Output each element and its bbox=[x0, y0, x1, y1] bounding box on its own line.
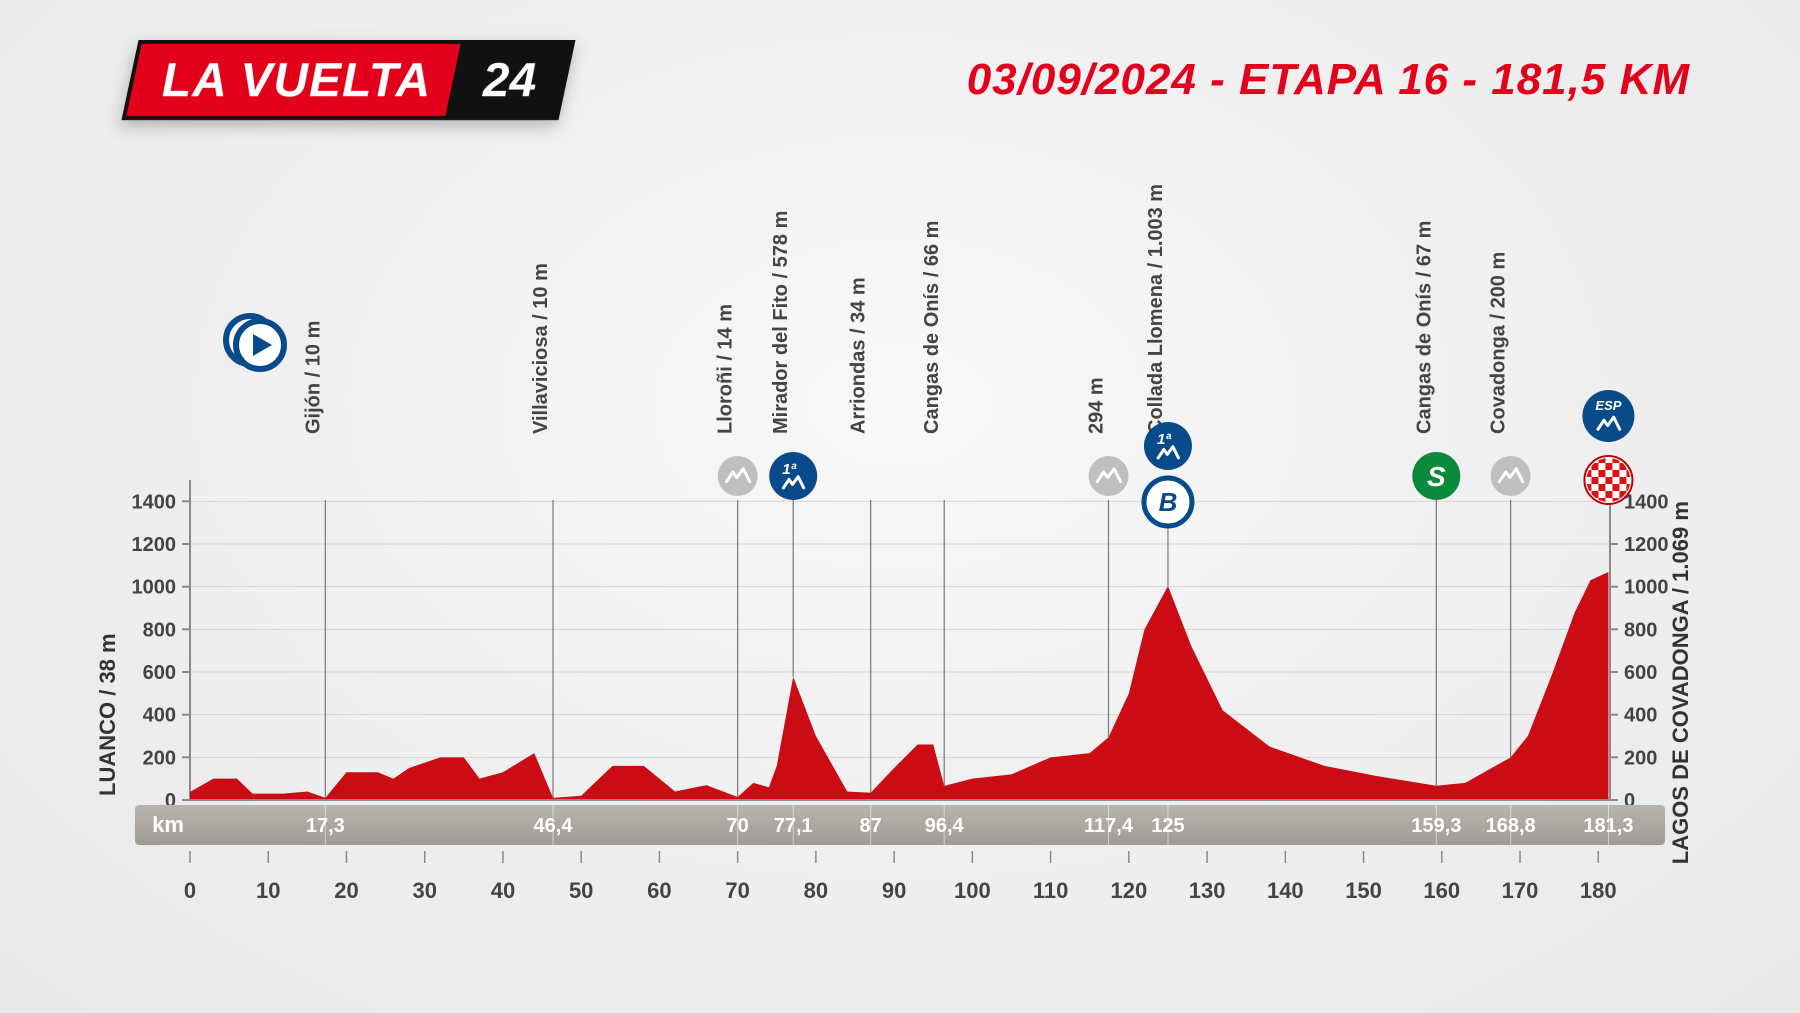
svg-text:181,3: 181,3 bbox=[1583, 815, 1633, 837]
svg-text:Villaviciosa / 10 m: Villaviciosa / 10 m bbox=[530, 263, 552, 434]
svg-text:Mirador del Fito / 578 m: Mirador del Fito / 578 m bbox=[770, 211, 792, 434]
svg-text:Collada Llomena / 1.003 m: Collada Llomena / 1.003 m bbox=[1145, 184, 1167, 434]
logo-left: LA VUELTA bbox=[121, 40, 461, 120]
svg-text:Lloroñi / 14 m: Lloroñi / 14 m bbox=[715, 304, 737, 434]
logo-right: 24 bbox=[445, 40, 575, 120]
svg-text:70: 70 bbox=[727, 815, 749, 837]
svg-text:LAGOS DE COVADONGA / 1.069 m: LAGOS DE COVADONGA / 1.069 m bbox=[1668, 501, 1693, 864]
elevation-chart: 0020020040040060060080080010001000120012… bbox=[90, 180, 1710, 953]
svg-text:20: 20 bbox=[334, 878, 358, 903]
svg-text:125: 125 bbox=[1151, 815, 1184, 837]
svg-text:77,1: 77,1 bbox=[774, 815, 813, 837]
svg-text:117,4: 117,4 bbox=[1084, 815, 1134, 837]
svg-text:30: 30 bbox=[412, 878, 436, 903]
svg-text:46,4: 46,4 bbox=[534, 815, 574, 837]
svg-text:1ª: 1ª bbox=[1157, 431, 1171, 448]
logo-right-text: 24 bbox=[483, 53, 536, 108]
svg-text:600: 600 bbox=[143, 662, 176, 684]
svg-text:Cangas de Onís / 67 m: Cangas de Onís / 67 m bbox=[1413, 221, 1435, 434]
svg-text:0: 0 bbox=[184, 878, 196, 903]
svg-text:100: 100 bbox=[954, 878, 991, 903]
svg-text:800: 800 bbox=[1624, 619, 1657, 641]
svg-text:140: 140 bbox=[1267, 878, 1304, 903]
svg-text:160: 160 bbox=[1423, 878, 1460, 903]
svg-text:70: 70 bbox=[725, 878, 749, 903]
svg-text:50: 50 bbox=[569, 878, 593, 903]
svg-text:km: km bbox=[152, 812, 184, 837]
svg-text:40: 40 bbox=[491, 878, 515, 903]
svg-text:110: 110 bbox=[1033, 878, 1069, 903]
svg-text:1400: 1400 bbox=[132, 491, 177, 513]
svg-text:80: 80 bbox=[804, 878, 828, 903]
svg-text:60: 60 bbox=[647, 878, 671, 903]
svg-text:B: B bbox=[1159, 487, 1178, 517]
svg-text:1ª: 1ª bbox=[782, 461, 796, 478]
svg-text:200: 200 bbox=[143, 747, 176, 769]
svg-text:168,8: 168,8 bbox=[1486, 815, 1536, 837]
svg-text:ESP: ESP bbox=[1595, 398, 1621, 413]
svg-text:150: 150 bbox=[1345, 878, 1382, 903]
elevation-svg: 0020020040040060060080080010001000120012… bbox=[90, 180, 1710, 960]
svg-text:Arriondas / 34 m: Arriondas / 34 m bbox=[848, 277, 870, 434]
logo-left-text: LA VUELTA bbox=[162, 53, 431, 108]
svg-text:Gijón / 10 m: Gijón / 10 m bbox=[302, 321, 324, 434]
svg-text:1400: 1400 bbox=[1624, 491, 1669, 513]
svg-text:96,4: 96,4 bbox=[925, 815, 965, 837]
svg-text:1000: 1000 bbox=[132, 577, 177, 599]
svg-text:294 m: 294 m bbox=[1086, 377, 1108, 434]
svg-text:800: 800 bbox=[143, 619, 176, 641]
svg-text:17,3: 17,3 bbox=[306, 815, 345, 837]
svg-text:90: 90 bbox=[882, 878, 906, 903]
svg-text:1000: 1000 bbox=[1624, 577, 1669, 599]
svg-text:170: 170 bbox=[1502, 878, 1539, 903]
svg-text:180: 180 bbox=[1580, 878, 1617, 903]
svg-text:130: 130 bbox=[1189, 878, 1226, 903]
svg-text:400: 400 bbox=[1624, 705, 1657, 727]
svg-text:1200: 1200 bbox=[1624, 534, 1669, 556]
svg-text:Covadonga / 200 m: Covadonga / 200 m bbox=[1488, 252, 1510, 434]
stage-title: 03/09/2024 - ETAPA 16 - 181,5 KM bbox=[967, 55, 1690, 105]
svg-text:600: 600 bbox=[1624, 662, 1657, 684]
svg-text:1200: 1200 bbox=[132, 534, 177, 556]
svg-text:159,3: 159,3 bbox=[1411, 815, 1461, 837]
svg-text:400: 400 bbox=[143, 705, 176, 727]
svg-text:S: S bbox=[1427, 461, 1446, 492]
svg-text:120: 120 bbox=[1110, 878, 1147, 903]
svg-text:LUANCO / 38 m: LUANCO / 38 m bbox=[95, 633, 120, 796]
svg-text:Cangas de Onís / 66 m: Cangas de Onís / 66 m bbox=[921, 221, 943, 434]
svg-text:10: 10 bbox=[256, 878, 280, 903]
event-logo: LA VUELTA 24 bbox=[121, 40, 575, 120]
svg-text:87: 87 bbox=[860, 815, 882, 837]
svg-text:200: 200 bbox=[1624, 747, 1657, 769]
